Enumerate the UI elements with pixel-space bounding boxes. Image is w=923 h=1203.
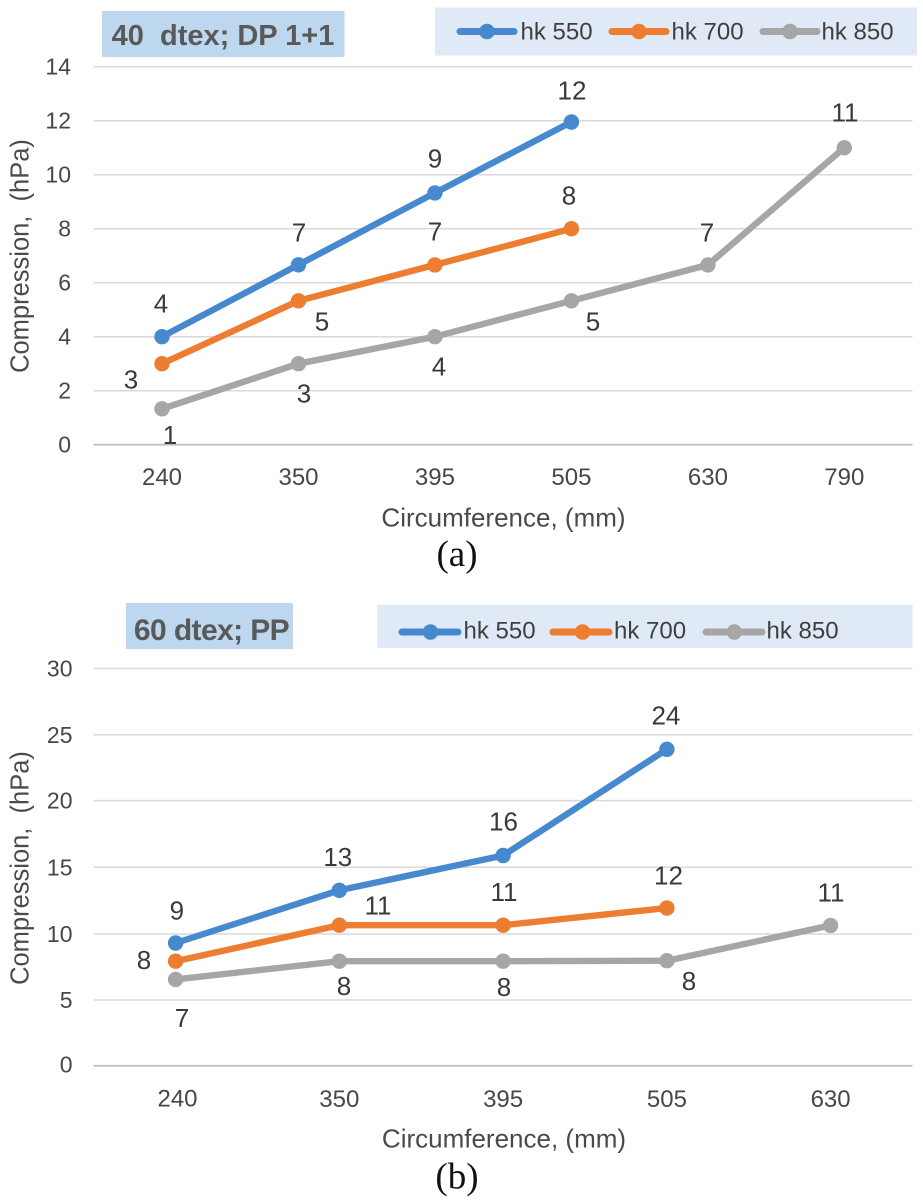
svg-text:10: 10 <box>47 921 73 947</box>
svg-text:6: 6 <box>58 270 71 296</box>
svg-text:4: 4 <box>154 288 168 318</box>
svg-text:10: 10 <box>45 162 71 188</box>
svg-text:(a): (a) <box>436 534 477 575</box>
svg-text:0: 0 <box>58 432 71 458</box>
svg-text:4: 4 <box>432 351 446 381</box>
svg-text:8: 8 <box>497 972 511 1002</box>
svg-text:505: 505 <box>647 1086 687 1113</box>
svg-text:hk 700: hk 700 <box>614 618 686 645</box>
svg-text:14: 14 <box>45 54 71 80</box>
svg-text:4: 4 <box>58 324 71 350</box>
svg-text:240: 240 <box>142 464 182 491</box>
svg-text:8: 8 <box>562 180 576 210</box>
svg-text:7: 7 <box>175 1003 189 1033</box>
svg-text:8: 8 <box>137 945 151 975</box>
svg-text:30: 30 <box>47 656 73 682</box>
svg-text:0: 0 <box>60 1052 73 1078</box>
svg-text:7: 7 <box>428 216 442 246</box>
svg-text:12: 12 <box>45 108 71 134</box>
svg-text:7: 7 <box>700 217 714 247</box>
svg-text:hk 550: hk 550 <box>464 618 536 645</box>
svg-text:hk 850: hk 850 <box>822 19 894 46</box>
svg-text:395: 395 <box>483 1086 523 1113</box>
svg-text:1: 1 <box>163 420 177 450</box>
svg-text:630: 630 <box>811 1086 851 1113</box>
svg-text:15: 15 <box>47 854 73 880</box>
svg-text:40 dtex; DP 1+1: 40 dtex; DP 1+1 <box>112 20 335 52</box>
svg-text:8: 8 <box>58 216 71 242</box>
svg-text:16: 16 <box>489 807 518 837</box>
svg-text:630: 630 <box>688 464 728 491</box>
svg-text:350: 350 <box>278 464 318 491</box>
svg-text:790: 790 <box>824 464 864 491</box>
svg-text:7: 7 <box>292 217 306 247</box>
svg-text:5: 5 <box>586 306 600 336</box>
svg-text:11: 11 <box>491 877 518 907</box>
svg-text:Compression, (hPa): Compression, (hPa) <box>7 139 35 373</box>
svg-text:hk 550: hk 550 <box>521 19 593 46</box>
svg-text:3: 3 <box>124 364 138 394</box>
svg-text:5: 5 <box>315 306 329 336</box>
svg-text:12: 12 <box>558 75 587 105</box>
svg-text:395: 395 <box>415 464 455 491</box>
svg-text:24: 24 <box>651 701 680 731</box>
svg-text:5: 5 <box>60 987 73 1013</box>
svg-text:Circumference, (mm): Circumference, (mm) <box>382 1124 626 1154</box>
svg-text:9: 9 <box>428 143 442 173</box>
svg-text:12: 12 <box>654 861 683 891</box>
svg-text:240: 240 <box>157 1085 197 1112</box>
svg-text:Compression, (hPa): Compression, (hPa) <box>7 751 35 985</box>
svg-text:3: 3 <box>297 378 311 408</box>
svg-text:hk 700: hk 700 <box>672 19 744 46</box>
svg-text:8: 8 <box>337 971 351 1001</box>
svg-text:9: 9 <box>170 895 184 925</box>
svg-text:60 dtex; PP: 60 dtex; PP <box>134 614 289 647</box>
svg-text:8: 8 <box>682 966 696 996</box>
svg-text:11: 11 <box>832 97 859 127</box>
svg-text:25: 25 <box>47 722 73 748</box>
svg-text:13: 13 <box>323 842 352 872</box>
svg-text:Circumference, (mm): Circumference, (mm) <box>381 503 625 533</box>
svg-text:2: 2 <box>58 378 71 404</box>
svg-text:(b): (b) <box>435 1157 478 1198</box>
svg-text:11: 11 <box>365 891 392 921</box>
svg-text:20: 20 <box>47 788 73 814</box>
svg-text:hk 850: hk 850 <box>767 618 839 645</box>
svg-text:11: 11 <box>818 877 845 907</box>
svg-text:350: 350 <box>319 1086 359 1113</box>
svg-text:505: 505 <box>551 464 591 491</box>
